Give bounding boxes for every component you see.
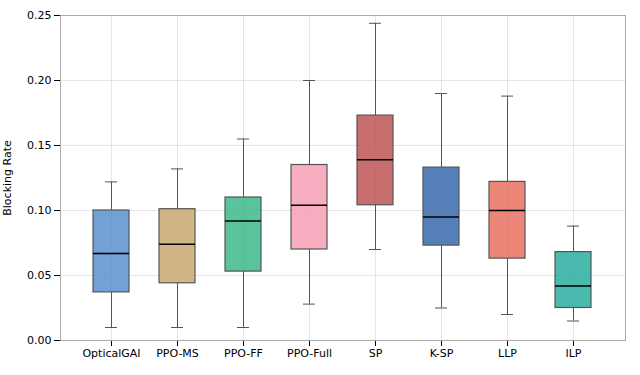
svg-text:0.05: 0.05 <box>27 269 52 282</box>
svg-text:0.10: 0.10 <box>27 204 52 217</box>
svg-text:PPO-FF: PPO-FF <box>224 347 263 360</box>
svg-text:ILP: ILP <box>565 347 581 360</box>
svg-text:Blocking Rate: Blocking Rate <box>1 140 14 216</box>
svg-text:LLP: LLP <box>498 347 517 360</box>
svg-text:PPO-MS: PPO-MS <box>156 347 199 360</box>
svg-text:0.15: 0.15 <box>27 139 52 152</box>
svg-text:OpticalGAI: OpticalGAI <box>82 347 140 360</box>
svg-text:0.25: 0.25 <box>27 9 52 22</box>
svg-text:K-SP: K-SP <box>430 347 454 360</box>
svg-text:SP: SP <box>369 347 383 360</box>
svg-text:PPO-Full: PPO-Full <box>287 347 332 360</box>
svg-text:0.00: 0.00 <box>27 334 52 347</box>
svg-text:0.20: 0.20 <box>27 74 52 87</box>
